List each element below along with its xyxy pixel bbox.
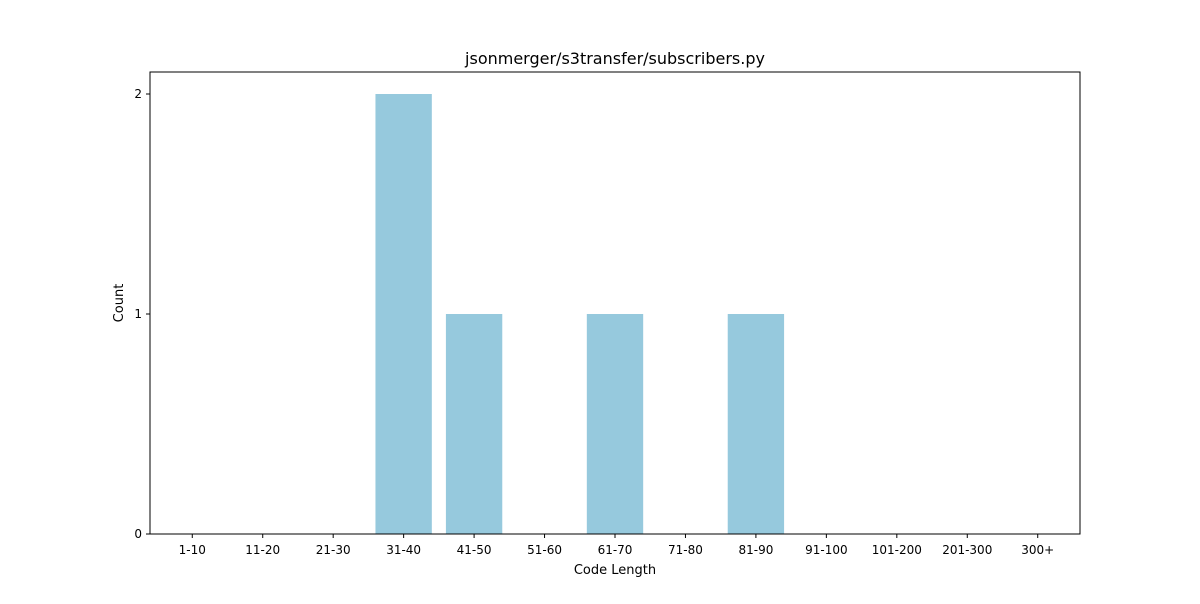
bar-81-90 <box>727 314 785 534</box>
y-tick-label: 1 <box>134 307 142 321</box>
bar-61-70 <box>586 314 644 534</box>
x-tick-label: 11-20 <box>245 543 280 557</box>
x-axis: 1-10 11-20 21-30 31-40 41-50 51-60 61-70 71-80 8… <box>179 534 1054 557</box>
x-tick-label: 81-90 <box>738 543 773 557</box>
x-axis-label: Code Length <box>574 563 656 578</box>
chart-title: jsonmerger/s3transfer/subscribers.py <box>464 49 765 68</box>
x-tick-label: 300+ <box>1021 543 1054 557</box>
y-tick-label: 0 <box>134 527 142 541</box>
x-tick-label: 101-200 <box>872 543 922 557</box>
x-tick-label: 31-40 <box>386 543 421 557</box>
x-tick-label: 1-10 <box>179 543 206 557</box>
x-tick-label: 201-300 <box>942 543 992 557</box>
y-axis: 0 1 2 <box>134 87 150 541</box>
x-tick-label: 71-80 <box>668 543 703 557</box>
x-tick-label: 61-70 <box>598 543 633 557</box>
bars-layer <box>375 94 785 534</box>
x-tick-label: 51-60 <box>527 543 562 557</box>
bar-31-40 <box>375 94 432 534</box>
bar-41-50 <box>445 314 503 534</box>
x-tick-label: 91-100 <box>805 543 848 557</box>
y-tick-label: 2 <box>134 87 142 101</box>
x-tick-label: 21-30 <box>316 543 351 557</box>
y-axis-label: Count <box>112 284 127 323</box>
x-tick-label: 41-50 <box>457 543 492 557</box>
